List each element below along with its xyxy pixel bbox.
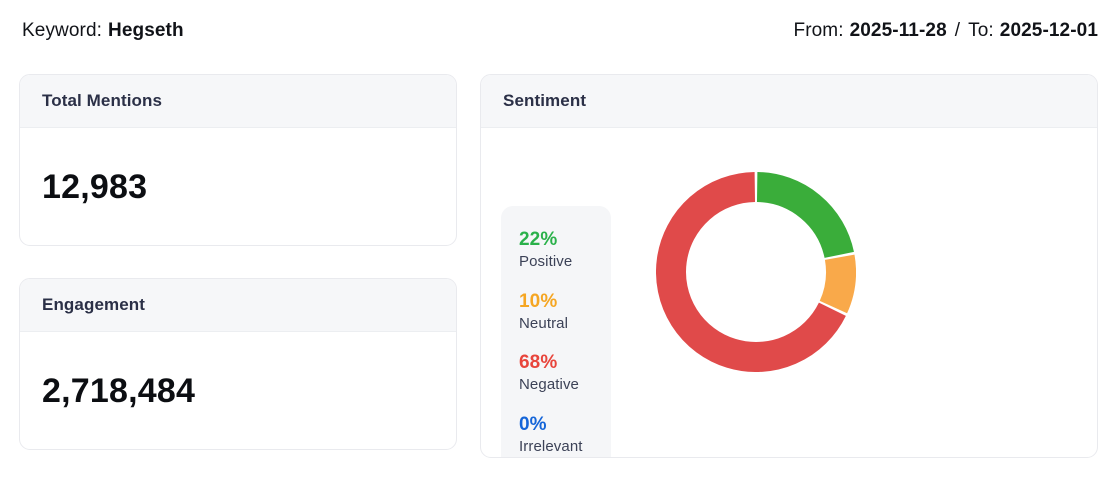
legend-value-irrelevant: 0% — [519, 413, 547, 435]
legend-label-positive: Positive — [519, 253, 573, 271]
engagement-title: Engagement — [42, 295, 146, 314]
legend-label-irrelevant: Irrelevant — [519, 438, 583, 455]
sentiment-card-body: 22% Positive 10% Neutral 68% Negative 0% Irrele… — [481, 128, 1097, 457]
date-range-display: From: 2025-11-28 / To: 2025-12-01 — [793, 20, 1098, 42]
donut-slice-negative — [656, 172, 846, 372]
sentiment-card-header: Sentiment — [481, 75, 1097, 128]
legend-label-negative: Negative — [519, 376, 580, 394]
from-date-value: 2025-11-28 — [849, 20, 947, 41]
keyword-value: Hegseth — [108, 20, 184, 41]
total-mentions-card-body: 12,983 — [20, 128, 456, 245]
total-mentions-title: Total Mentions — [42, 91, 163, 110]
to-label: To: — [968, 20, 994, 41]
sentiment-title: Sentiment — [503, 91, 587, 110]
header-bar: Keyword: Hegseth From: 2025-11-28 / To: … — [0, 0, 1120, 62]
legend-value-negative: 68% — [519, 352, 558, 374]
keyword-label: Keyword: — [22, 20, 103, 41]
total-mentions-value: 12,983 — [42, 167, 148, 206]
donut-chart-svg — [656, 172, 856, 372]
total-mentions-card-header: Total Mentions — [20, 75, 456, 128]
legend-value-positive: 22% — [519, 229, 558, 250]
sentiment-donut-chart — [656, 172, 856, 372]
sentiment-legend: 22% Positive 10% Neutral 68% Negative 0% Irrele… — [501, 206, 611, 457]
to-date-value: 2025-12-01 — [999, 20, 1098, 41]
from-label: From: — [793, 20, 844, 41]
donut-slice-positive — [756, 172, 854, 259]
legend-label-neutral: Neutral — [519, 314, 569, 332]
sentiment-card: Sentiment 22% Positive 10% Neutral 68% Negati… — [480, 74, 1098, 458]
legend-item-negative: 68% Negative — [519, 351, 611, 396]
total-mentions-card: Total Mentions 12,983 — [19, 74, 457, 246]
engagement-card-header: Engagement — [20, 279, 456, 332]
keyword-display: Keyword: Hegseth — [22, 20, 184, 42]
legend-item-neutral: 10% Neutral — [519, 290, 611, 335]
legend-item-positive: 22% Positive — [519, 228, 611, 273]
legend-value-neutral: 10% — [519, 290, 558, 312]
donut-slice-neutral — [819, 254, 856, 314]
date-separator: / — [954, 20, 961, 41]
legend-item-irrelevant: 0% Irrelevant — [519, 413, 611, 457]
engagement-card-body: 2,718,484 — [20, 332, 456, 449]
engagement-card: Engagement 2,718,484 — [19, 278, 457, 450]
engagement-value: 2,718,484 — [42, 371, 196, 410]
